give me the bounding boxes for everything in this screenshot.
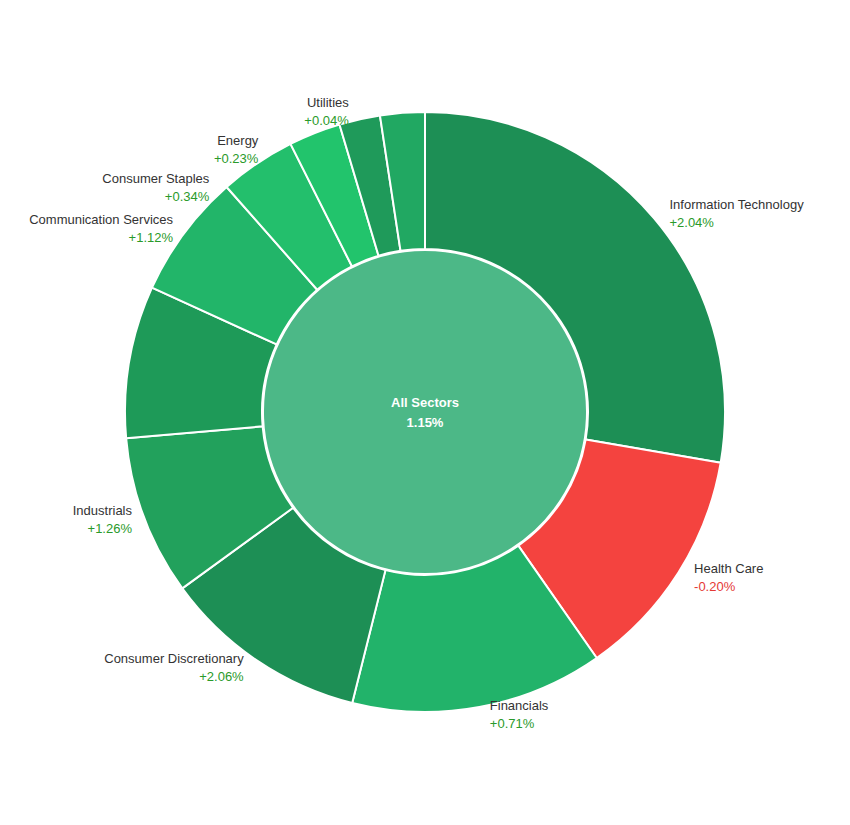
svg-text:Financials: Financials [490,698,549,713]
svg-text:-0.20%: -0.20% [694,579,736,594]
svg-text:Industrials: Industrials [73,503,133,518]
svg-text:+0.23%: +0.23% [214,151,259,166]
svg-text:Health Care: Health Care [694,561,763,576]
svg-text:Consumer Staples: Consumer Staples [102,171,209,186]
svg-text:Information Technology: Information Technology [669,197,804,212]
svg-text:Consumer Discretionary: Consumer Discretionary [104,651,244,666]
svg-text:Utilities: Utilities [307,95,349,110]
svg-text:+0.34%: +0.34% [165,189,210,204]
svg-text:Energy: Energy [217,133,259,148]
svg-text:+2.04%: +2.04% [669,215,714,230]
svg-text:+1.26%: +1.26% [88,521,133,536]
svg-text:+0.04%: +0.04% [304,113,349,128]
svg-text:Communication Services: Communication Services [29,212,173,227]
svg-text:1.15%: 1.15% [407,415,444,430]
svg-text:+0.71%: +0.71% [490,716,535,731]
svg-text:All Sectors: All Sectors [391,395,459,410]
svg-text:+2.06%: +2.06% [199,669,244,684]
svg-text:+1.12%: +1.12% [129,230,174,245]
